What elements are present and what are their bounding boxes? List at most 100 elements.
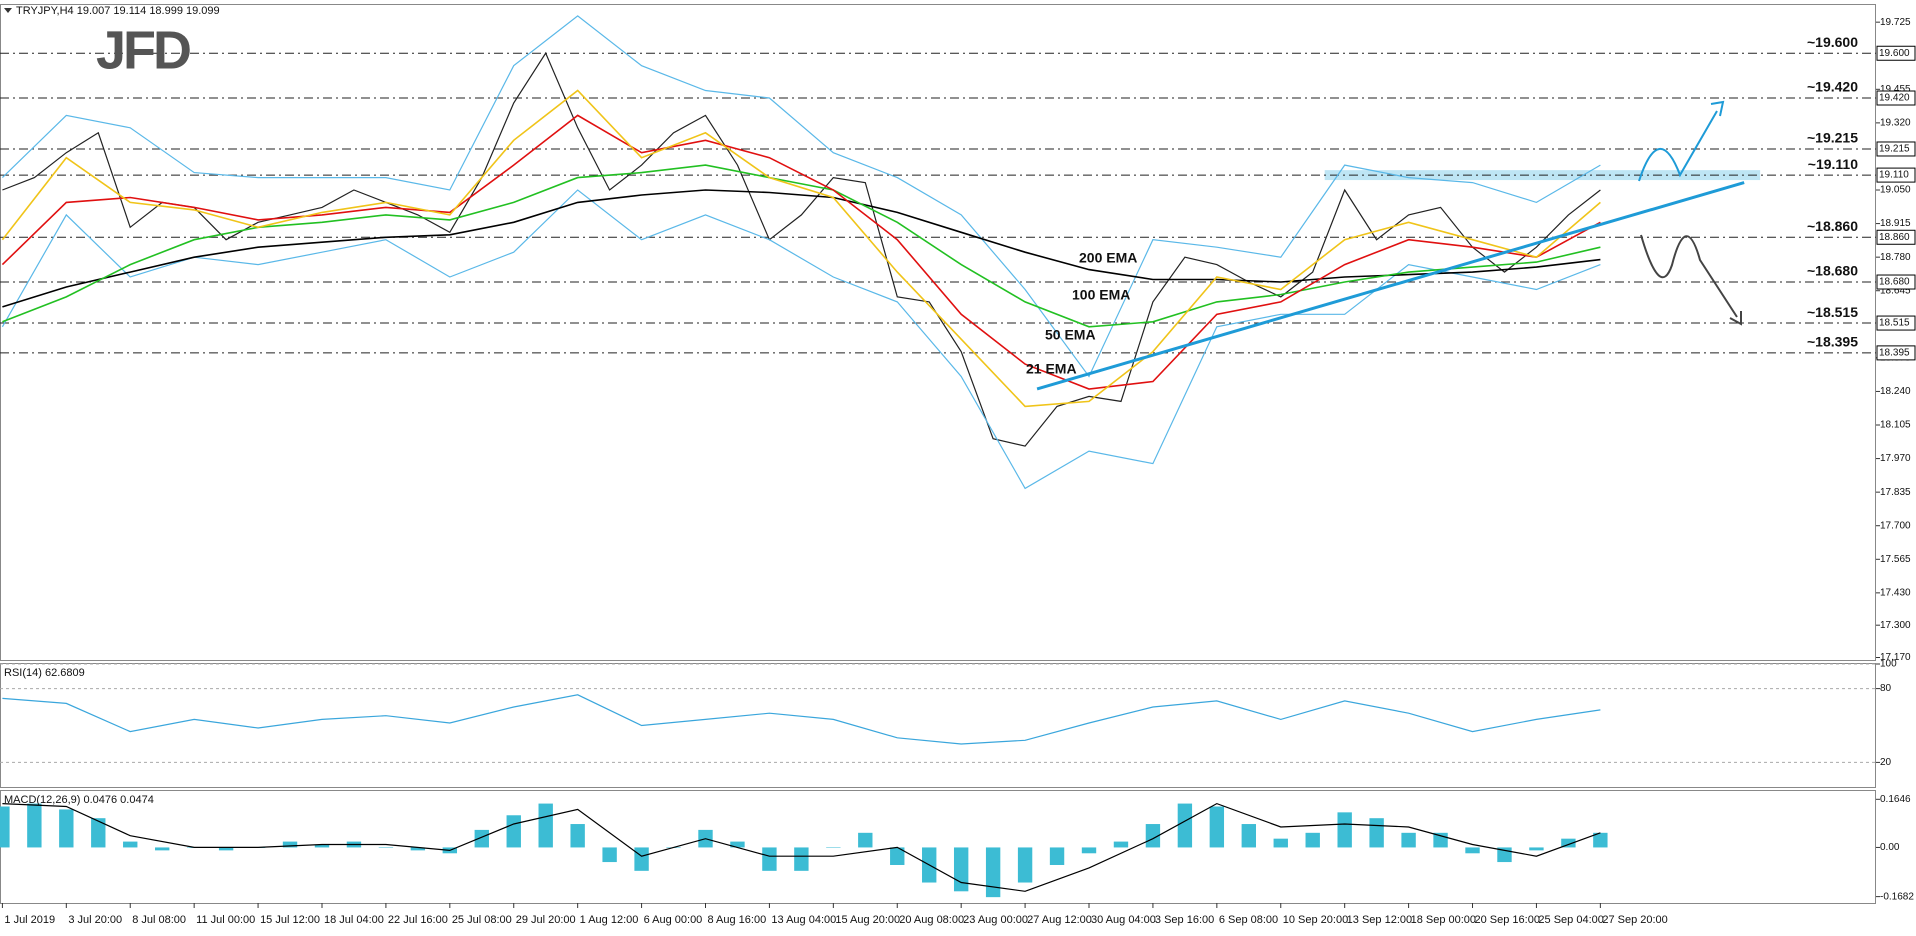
y-tick-label: 0.00 bbox=[1880, 842, 1900, 853]
x-tick-label: 18 Jul 04:00 bbox=[324, 914, 384, 926]
histogram-bar bbox=[762, 847, 777, 871]
histogram-bar bbox=[1177, 803, 1193, 848]
x-tick-label: 27 Aug 12:00 bbox=[1027, 914, 1092, 926]
y-tick-label: 19.320 bbox=[1880, 118, 1911, 129]
level-tag: 18.515 bbox=[1879, 318, 1910, 329]
x-tick-label: 15 Jul 12:00 bbox=[260, 914, 320, 926]
histogram-bar bbox=[123, 841, 138, 848]
level-tag-box bbox=[1876, 90, 1916, 106]
y-tick-label: 17.970 bbox=[1880, 453, 1911, 464]
x-tick-label: 6 Sep 08:00 bbox=[1219, 914, 1278, 926]
level-label: ~19.215 bbox=[1807, 130, 1858, 146]
ema-label: 50 EMA bbox=[1045, 327, 1096, 343]
x-tick-label: 20 Aug 08:00 bbox=[899, 914, 964, 926]
x-tick-label: 22 Jul 16:00 bbox=[388, 914, 448, 926]
level-tag: 19.110 bbox=[1879, 170, 1909, 181]
histogram-bar bbox=[634, 847, 649, 871]
price-line bbox=[1, 189, 1601, 490]
histogram-bar bbox=[155, 847, 170, 851]
x-tick-label: 27 Sep 20:00 bbox=[1602, 914, 1667, 926]
y-tick-label: 17.565 bbox=[1880, 554, 1911, 565]
x-tick-label: 1 Jul 2019 bbox=[4, 914, 55, 926]
ema-line bbox=[2, 164, 1601, 328]
level-tag-box bbox=[1876, 315, 1916, 331]
level-tag: 18.395 bbox=[1879, 348, 1910, 359]
trendline bbox=[1036, 181, 1745, 391]
histogram-bar bbox=[1049, 847, 1065, 865]
level-label: ~19.420 bbox=[1807, 79, 1858, 95]
histogram-bar bbox=[794, 847, 809, 871]
y-tick-label: 17.170 bbox=[1880, 652, 1911, 663]
histogram-bar bbox=[1369, 818, 1384, 848]
y-tick-label: 17.700 bbox=[1880, 520, 1911, 531]
histogram-bar bbox=[1401, 832, 1416, 848]
histogram-bar bbox=[953, 847, 969, 892]
level-label: ~18.860 bbox=[1807, 218, 1858, 234]
x-tick-label: 29 Jul 20:00 bbox=[516, 914, 576, 926]
histogram-bar bbox=[314, 844, 330, 848]
price-line bbox=[1, 15, 1601, 378]
bearish-scenario-arrow bbox=[1640, 234, 1738, 318]
histogram-bar bbox=[1305, 832, 1320, 848]
level-tag: 18.680 bbox=[1879, 277, 1910, 288]
x-tick-label: 8 Aug 16:00 bbox=[707, 914, 766, 926]
level-label: ~18.515 bbox=[1807, 304, 1858, 320]
x-tick-label: 6 Aug 00:00 bbox=[644, 914, 703, 926]
y-tick-label: 20 bbox=[1880, 757, 1892, 768]
plot-area: 1 Jul 2019 3 Jul 20:00 8 Jul 08:00 11 Jul 0… bbox=[0, 15, 1916, 926]
y-tick-label: 19.725 bbox=[1880, 17, 1911, 28]
histogram-bar bbox=[890, 847, 905, 865]
y-tick-label: 19.455 bbox=[1880, 84, 1911, 95]
y-tick-label: 17.835 bbox=[1880, 487, 1911, 498]
y-tick-label: 17.300 bbox=[1880, 620, 1911, 631]
histogram-bar bbox=[1113, 841, 1129, 848]
x-tick-label: 18 Sep 00:00 bbox=[1411, 914, 1476, 926]
level-tag: 19.600 bbox=[1879, 48, 1910, 59]
histogram-bar bbox=[538, 803, 553, 848]
price-line bbox=[2, 694, 1601, 745]
x-tick-label: 13 Aug 04:00 bbox=[771, 914, 836, 926]
signal-line bbox=[2, 802, 1601, 892]
bullish-scenario-arrow bbox=[1638, 110, 1718, 182]
level-tag: 19.215 bbox=[1879, 144, 1910, 155]
macd-title: MACD(12,26,9) 0.0476 0.0474 bbox=[4, 794, 154, 806]
histogram-bar bbox=[1017, 847, 1033, 883]
histogram-bar bbox=[826, 847, 841, 848]
y-tick-label: 80 bbox=[1880, 683, 1892, 694]
level-tag: 18.860 bbox=[1879, 232, 1910, 243]
level-label: ~18.680 bbox=[1807, 263, 1858, 279]
ema-line bbox=[2, 189, 1601, 308]
bullish-arrowhead bbox=[1710, 100, 1725, 117]
x-tick-label: 11 Jul 00:00 bbox=[196, 914, 255, 926]
histogram-bar bbox=[1209, 806, 1225, 848]
histogram-bar bbox=[1561, 838, 1576, 848]
menu-icon bbox=[4, 8, 12, 13]
histogram-bar bbox=[1145, 824, 1161, 848]
y-tick-label: 18.105 bbox=[1880, 420, 1911, 431]
level-label: ~19.110 bbox=[1808, 156, 1858, 172]
histogram-bar bbox=[410, 847, 426, 851]
histogram-bar bbox=[570, 824, 585, 848]
y-tick-label: 18.915 bbox=[1880, 218, 1911, 229]
histogram-bar bbox=[0, 806, 10, 848]
level-tag-box bbox=[1876, 141, 1916, 157]
ema-line bbox=[1, 89, 1601, 408]
x-tick-label: 20 Sep 16:00 bbox=[1475, 914, 1540, 926]
x-tick-label: 13 Sep 12:00 bbox=[1347, 914, 1412, 926]
ema-label: 100 EMA bbox=[1072, 287, 1130, 303]
level-label: ~19.600 bbox=[1807, 34, 1858, 50]
x-tick-label: 25 Sep 04:00 bbox=[1538, 914, 1603, 926]
x-tick-label: 3 Sep 16:00 bbox=[1155, 914, 1214, 926]
x-tick-label: 10 Sep 20:00 bbox=[1283, 914, 1348, 926]
chart-title: TRYJPY,H4 19.007 19.114 18.999 19.099 bbox=[16, 5, 220, 17]
histogram-bar bbox=[1593, 832, 1608, 848]
level-tag: 19.420 bbox=[1879, 93, 1910, 104]
histogram-bar bbox=[1081, 847, 1097, 854]
ema-label: 21 EMA bbox=[1026, 361, 1077, 377]
level-tag-box bbox=[1876, 229, 1916, 245]
histogram-bar bbox=[282, 841, 298, 848]
x-tick-label: 3 Jul 20:00 bbox=[68, 914, 122, 926]
histogram-bar bbox=[474, 829, 489, 848]
